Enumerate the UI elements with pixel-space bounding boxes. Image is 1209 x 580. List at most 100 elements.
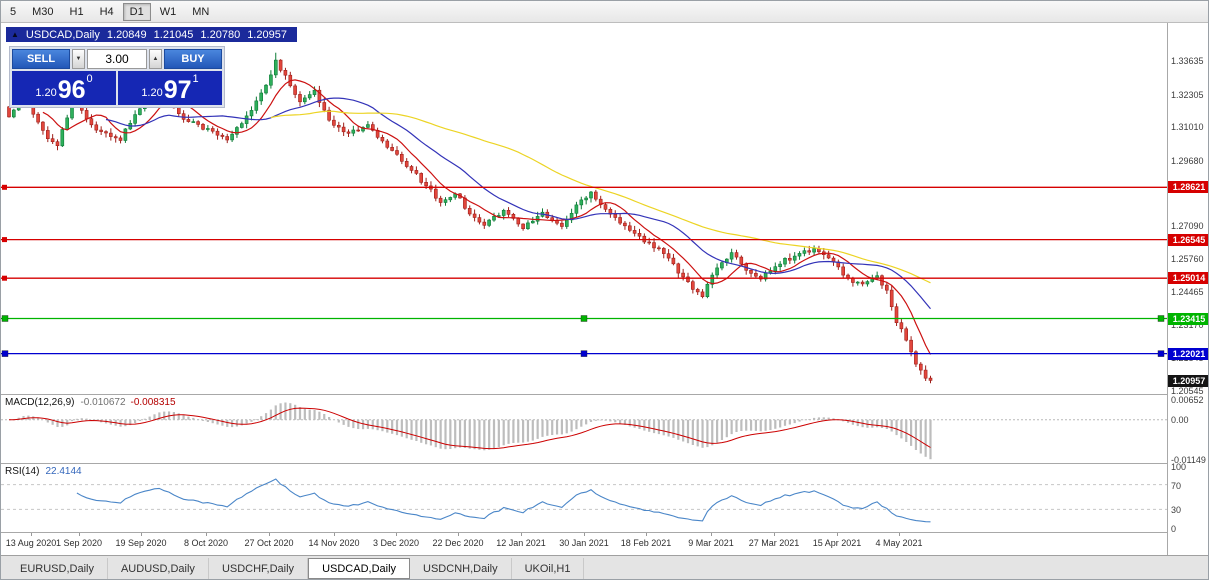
time-axis-tick — [899, 532, 900, 536]
rsi-panel-canvas[interactable] — [1, 463, 1167, 532]
macd-panel-canvas[interactable] — [1, 394, 1167, 463]
sell-button[interactable]: SELL — [12, 49, 70, 69]
rsi-panel-separator[interactable] — [1, 463, 1167, 464]
candle-body — [201, 124, 205, 130]
line-handle[interactable] — [1157, 350, 1165, 357]
line-handle[interactable] — [1157, 315, 1165, 322]
macd-name: MACD(12,26,9) — [5, 397, 75, 408]
rsi-axis-tick: 100 — [1171, 462, 1187, 472]
price-axis-badge: 1.26545 — [1168, 233, 1208, 246]
candle-body — [395, 150, 399, 155]
candle-body — [603, 204, 608, 210]
chart-tab-ukoil[interactable]: UKOil,H1 — [512, 558, 585, 579]
candle-body — [312, 89, 317, 95]
date-axis-label: 14 Nov 2020 — [308, 538, 360, 548]
date-axis-label: 4 May 2021 — [875, 538, 923, 548]
candle-body — [584, 197, 588, 201]
buy-price-prefix: 1.20 — [141, 87, 163, 99]
buy-button[interactable]: BUY — [164, 49, 222, 69]
volume-input[interactable] — [87, 49, 147, 69]
candle-body — [860, 281, 865, 285]
line-handle[interactable] — [1, 350, 9, 357]
timeframe-button-h4[interactable]: H4 — [93, 3, 121, 21]
sell-price-display[interactable]: 1.20 96 0 — [12, 71, 116, 105]
price-axis-badge: 1.28621 — [1168, 181, 1208, 194]
candle-body — [734, 252, 739, 258]
candle-body — [826, 254, 831, 259]
candle-body — [366, 124, 370, 128]
price-axis-tick: 1.25760 — [1171, 254, 1204, 265]
chart-title-bar: ▲ USDCAD,Daily 1.20849 1.21045 1.20780 1… — [6, 27, 297, 42]
timeframe-button-h1[interactable]: H1 — [63, 3, 91, 21]
candle-body — [240, 123, 244, 128]
chart-tab-usdchf[interactable]: USDCHF,Daily — [209, 558, 309, 579]
candle-body — [467, 208, 472, 215]
timeframe-button-w1[interactable]: W1 — [153, 3, 184, 21]
line-handle[interactable] — [580, 350, 588, 357]
candle-body — [235, 127, 239, 135]
time-axis-separator — [1, 532, 1167, 533]
buy-price-display[interactable]: 1.20 97 1 — [118, 71, 222, 105]
timeframe-button-d1[interactable]: D1 — [122, 2, 151, 21]
volume-decrease-button[interactable]: ▼ — [72, 49, 85, 69]
candle-body — [225, 136, 229, 141]
candle-body — [385, 140, 390, 148]
candle-body — [574, 204, 579, 214]
candle-body — [627, 225, 632, 231]
candle-body — [923, 369, 928, 379]
chart-tab-usdcnh[interactable]: USDCNH,Daily — [410, 558, 512, 579]
timeframe-toolbar: 5 M30 H1 H4 D1 W1 MN — [1, 1, 1208, 23]
candle-body — [666, 253, 671, 259]
time-axis[interactable]: 13 Aug 2020 1 Sep 2020 19 Sep 2020 8 Oct 20… — [1, 532, 1167, 555]
spinner-up-icon: ▲ — [152, 56, 159, 62]
candle-body — [307, 94, 312, 99]
line-anchor — [2, 237, 7, 243]
price-axis-badge: 1.20957 — [1168, 374, 1208, 387]
line-handle[interactable] — [580, 315, 588, 322]
candle-body — [370, 124, 375, 131]
candle-body — [686, 276, 690, 282]
candle-body — [220, 134, 225, 137]
time-axis-tick — [31, 532, 32, 536]
candle-body — [138, 108, 142, 115]
line-handle[interactable] — [1, 315, 9, 322]
rsi-axis-tick: 70 — [1171, 480, 1182, 491]
candle-body — [55, 141, 60, 146]
candle-body — [613, 214, 618, 218]
candle-body — [530, 220, 535, 224]
chart-tab-audusd[interactable]: AUDUSD,Daily — [108, 558, 209, 579]
candle-body — [899, 322, 904, 330]
buy-price-big-digits: 97 — [163, 76, 192, 104]
candle-body — [336, 125, 341, 128]
timeframe-button-5[interactable]: 5 — [3, 3, 23, 21]
candle-body — [230, 133, 234, 141]
macd-indicator-label: MACD(12,26,9) -0.010672 -0.008315 — [5, 397, 176, 408]
candle-body — [855, 281, 860, 284]
time-axis-tick — [646, 532, 647, 536]
chart-tab-bar: EURUSD,Daily AUDUSD,Daily USDCHF,Daily USDC… — [1, 555, 1208, 579]
candle-body — [399, 154, 404, 162]
timeframe-button-m30[interactable]: M30 — [25, 3, 60, 21]
chart-tab-eurusd[interactable]: EURUSD,Daily — [7, 558, 108, 579]
time-axis-tick — [396, 532, 397, 536]
price-chart-canvas[interactable] — [1, 23, 1167, 394]
candle-body — [191, 121, 196, 123]
time-axis-tick — [334, 532, 335, 536]
candle-body — [720, 262, 724, 269]
price-axis[interactable]: 1.33635 1.32305 1.31010 1.29680 1.27090 1.257… — [1167, 23, 1208, 555]
chart-tab-usdcad[interactable]: USDCAD,Daily — [308, 558, 411, 579]
candle-body — [123, 128, 128, 141]
candle-body — [661, 248, 666, 254]
candle-body — [327, 109, 331, 121]
one-click-toggle-icon[interactable]: ▲ — [11, 30, 19, 39]
candle-body — [632, 230, 637, 234]
candle-body — [104, 131, 108, 134]
time-axis-tick — [837, 532, 838, 536]
time-axis-tick — [774, 532, 775, 536]
volume-increase-button[interactable]: ▲ — [149, 49, 162, 69]
timeframe-button-mn[interactable]: MN — [185, 3, 216, 21]
candle-body — [448, 197, 453, 201]
candle-body — [210, 128, 215, 132]
time-axis-tick — [584, 532, 585, 536]
macd-panel-separator[interactable] — [1, 394, 1167, 395]
